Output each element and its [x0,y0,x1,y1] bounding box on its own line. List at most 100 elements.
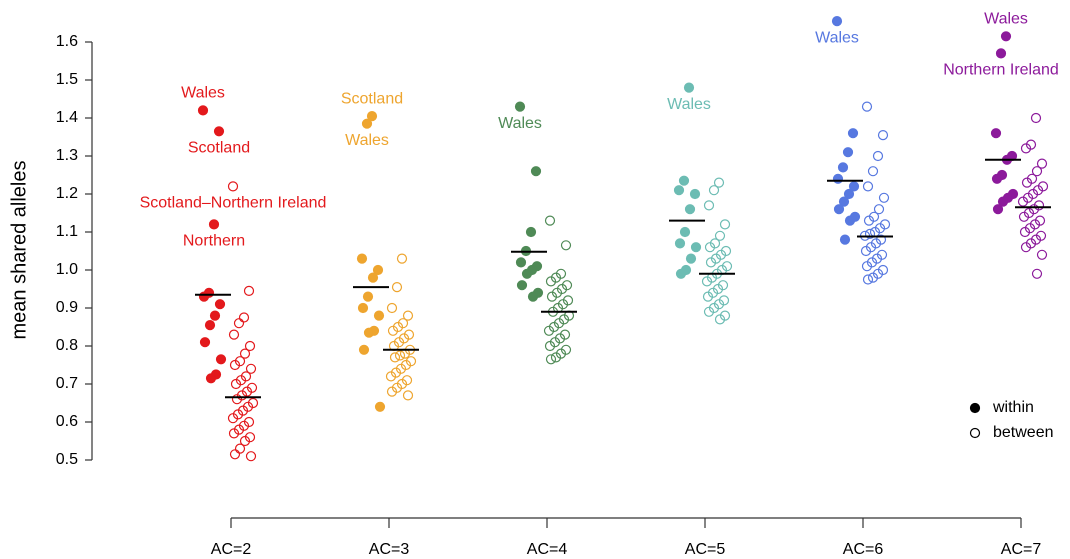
within-point [683,82,695,93]
within-point [991,173,1003,184]
between-point [873,204,885,215]
between-point [860,245,872,257]
point-label: Wales [345,132,389,149]
between-point [862,274,874,285]
point-label: Northern [183,233,245,250]
between-point [545,276,557,287]
between-point [719,219,731,230]
within-point [995,48,1007,59]
between-point [239,348,251,359]
between-point [1031,166,1043,177]
between-point [861,101,873,112]
within-point [833,204,845,215]
between-point [867,272,879,283]
y-tick-label: 1.0 [56,261,78,278]
x-tick-label: AC=5 [685,541,726,558]
between-point [229,359,241,371]
within-point [848,181,860,192]
between-point [1036,249,1048,260]
between-point [245,363,257,374]
within-point [374,401,386,412]
legend-marker [969,402,981,414]
x-tick-label: AC=7 [1001,541,1042,558]
between-point [560,240,572,251]
between-point [867,166,879,177]
between-point [708,185,720,196]
within-point [367,272,379,283]
within-point [213,126,225,137]
between-point [391,282,403,293]
between-point [702,291,714,302]
within-point [690,242,702,253]
between-point [1020,143,1032,154]
between-point [402,390,414,401]
within-point [527,291,539,302]
within-point [844,215,856,226]
within-point [362,291,374,302]
within-point [373,310,385,321]
point-label: Wales [498,115,542,132]
y-tick-label: 1.1 [56,223,78,240]
within-point [685,253,697,264]
within-point [838,196,850,207]
between-point [228,428,240,439]
y-tick-label: 1.4 [56,109,78,126]
point-label: Wales [181,85,225,102]
within-point [363,327,375,338]
within-point [366,110,378,122]
between-point [1031,268,1043,279]
within-point [525,226,537,238]
between-point [385,371,397,382]
within-point [358,344,370,355]
between-point [402,310,414,321]
within-point [1000,31,1012,42]
within-point [514,101,526,112]
y-tick-label: 0.5 [56,451,78,468]
between-point [878,192,890,203]
y-tick-label: 1.2 [56,185,78,202]
between-point [396,253,408,264]
within-point [684,204,696,215]
within-point [679,226,691,238]
y-tick-label: 1.3 [56,147,78,164]
within-point [208,219,220,230]
legend-label: between [993,424,1054,441]
between-point [872,150,884,162]
between-point [244,340,256,352]
point-label: Wales [815,29,859,46]
within-point [673,185,685,196]
within-point [205,373,217,384]
y-tick-label: 1.6 [56,33,78,50]
y-tick-label: 0.8 [56,337,78,354]
within-point [530,166,542,177]
between-point [545,354,557,365]
between-point [233,318,245,329]
within-point [675,268,687,279]
within-point [832,173,844,184]
between-point [544,340,556,352]
within-point [521,268,533,279]
within-point [356,253,368,264]
y-axis-label: mean shared alleles [8,161,30,340]
between-point [546,291,558,302]
within-point [516,280,528,291]
within-point [831,16,843,27]
between-point [877,130,889,141]
between-point [864,228,876,239]
between-point [704,242,716,253]
between-point [550,352,562,363]
between-point [230,378,242,390]
point-label: Scotland–Northern Ireland [140,195,327,212]
point-label: Scotland [341,90,403,107]
between-point [703,200,715,211]
between-point [229,449,241,460]
between-point [713,177,725,188]
between-point [239,435,251,447]
legend-marker [969,427,981,439]
x-tick-label: AC=4 [527,541,568,558]
between-point [714,230,726,241]
within-point [215,354,227,365]
within-point [198,291,210,302]
y-tick-label: 0.9 [56,299,78,316]
